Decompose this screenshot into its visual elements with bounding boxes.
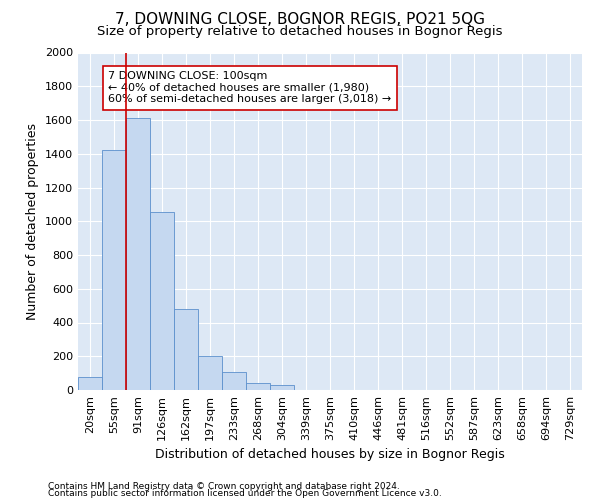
- Bar: [270, 385, 294, 390]
- Y-axis label: Number of detached properties: Number of detached properties: [26, 122, 40, 320]
- X-axis label: Distribution of detached houses by size in Bognor Regis: Distribution of detached houses by size …: [155, 448, 505, 462]
- Bar: [126, 118, 150, 390]
- Text: Size of property relative to detached houses in Bognor Regis: Size of property relative to detached ho…: [97, 25, 503, 38]
- Bar: [150, 212, 174, 390]
- Bar: [198, 356, 222, 390]
- Text: Contains public sector information licensed under the Open Government Licence v3: Contains public sector information licen…: [48, 490, 442, 498]
- Bar: [102, 150, 126, 390]
- Bar: [246, 383, 270, 390]
- Bar: [222, 372, 246, 390]
- Text: Contains HM Land Registry data © Crown copyright and database right 2024.: Contains HM Land Registry data © Crown c…: [48, 482, 400, 491]
- Text: 7, DOWNING CLOSE, BOGNOR REGIS, PO21 5QG: 7, DOWNING CLOSE, BOGNOR REGIS, PO21 5QG: [115, 12, 485, 28]
- Text: 7 DOWNING CLOSE: 100sqm
← 40% of detached houses are smaller (1,980)
60% of semi: 7 DOWNING CLOSE: 100sqm ← 40% of detache…: [108, 71, 391, 104]
- Bar: [174, 309, 198, 390]
- Bar: [78, 376, 102, 390]
